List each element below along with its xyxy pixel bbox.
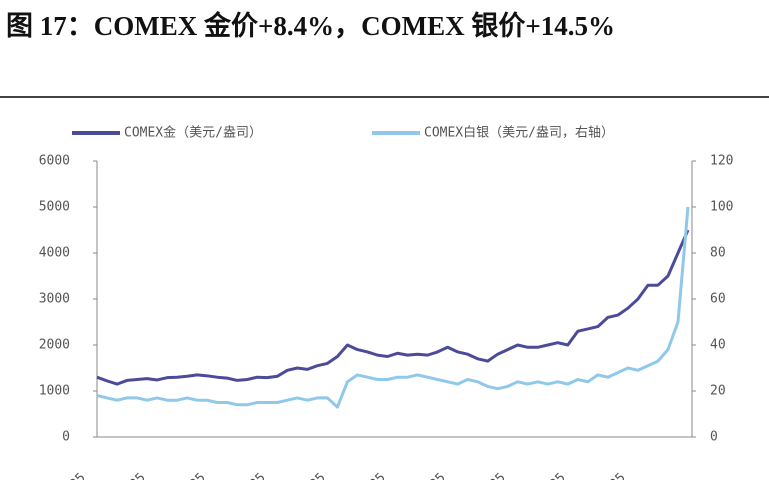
x-tick-label: -25 <box>422 470 449 480</box>
y-tick-label: 1000 <box>39 384 70 399</box>
legend-label: COMEX白银（美元/盎司，右轴） <box>424 125 614 141</box>
legend-label: COMEX金（美元/盎司） <box>124 125 262 141</box>
title-rule <box>0 96 769 98</box>
series-line <box>96 206 690 409</box>
y-tick-label: 0 <box>62 430 70 445</box>
y2-tick-label: 20 <box>710 384 726 399</box>
x-tick-label: -25 <box>542 470 569 480</box>
x-tick-label: -25 <box>242 470 269 480</box>
y-tick-label: 6000 <box>39 154 70 169</box>
x-tick-label: -25 <box>482 470 509 480</box>
y-tick-label: 2000 <box>39 338 70 353</box>
y2-tick-label: 40 <box>710 338 726 353</box>
x-tick-label: -25 <box>362 470 389 480</box>
y2-tick-label: 100 <box>710 200 733 215</box>
y-tick-label: 3000 <box>39 292 70 307</box>
y2-tick-label: 80 <box>710 246 726 261</box>
x-tick-label: -25 <box>182 470 209 480</box>
series-line <box>96 229 690 386</box>
y-tick-label: 4000 <box>39 246 70 261</box>
y-tick-label: 5000 <box>39 200 70 215</box>
y2-tick-label: 120 <box>710 154 733 169</box>
x-tick-label: -25 <box>302 470 329 480</box>
y2-tick-label: 60 <box>710 292 726 307</box>
x-tick-label: -25 <box>602 470 629 480</box>
x-tick-label: 0-25 <box>56 470 89 480</box>
chart-title: 图 17：COMEX 金价+8.4%，COMEX 银价+14.5% <box>6 11 616 41</box>
x-tick-label: -25 <box>122 470 149 480</box>
y2-tick-label: 0 <box>710 430 718 445</box>
